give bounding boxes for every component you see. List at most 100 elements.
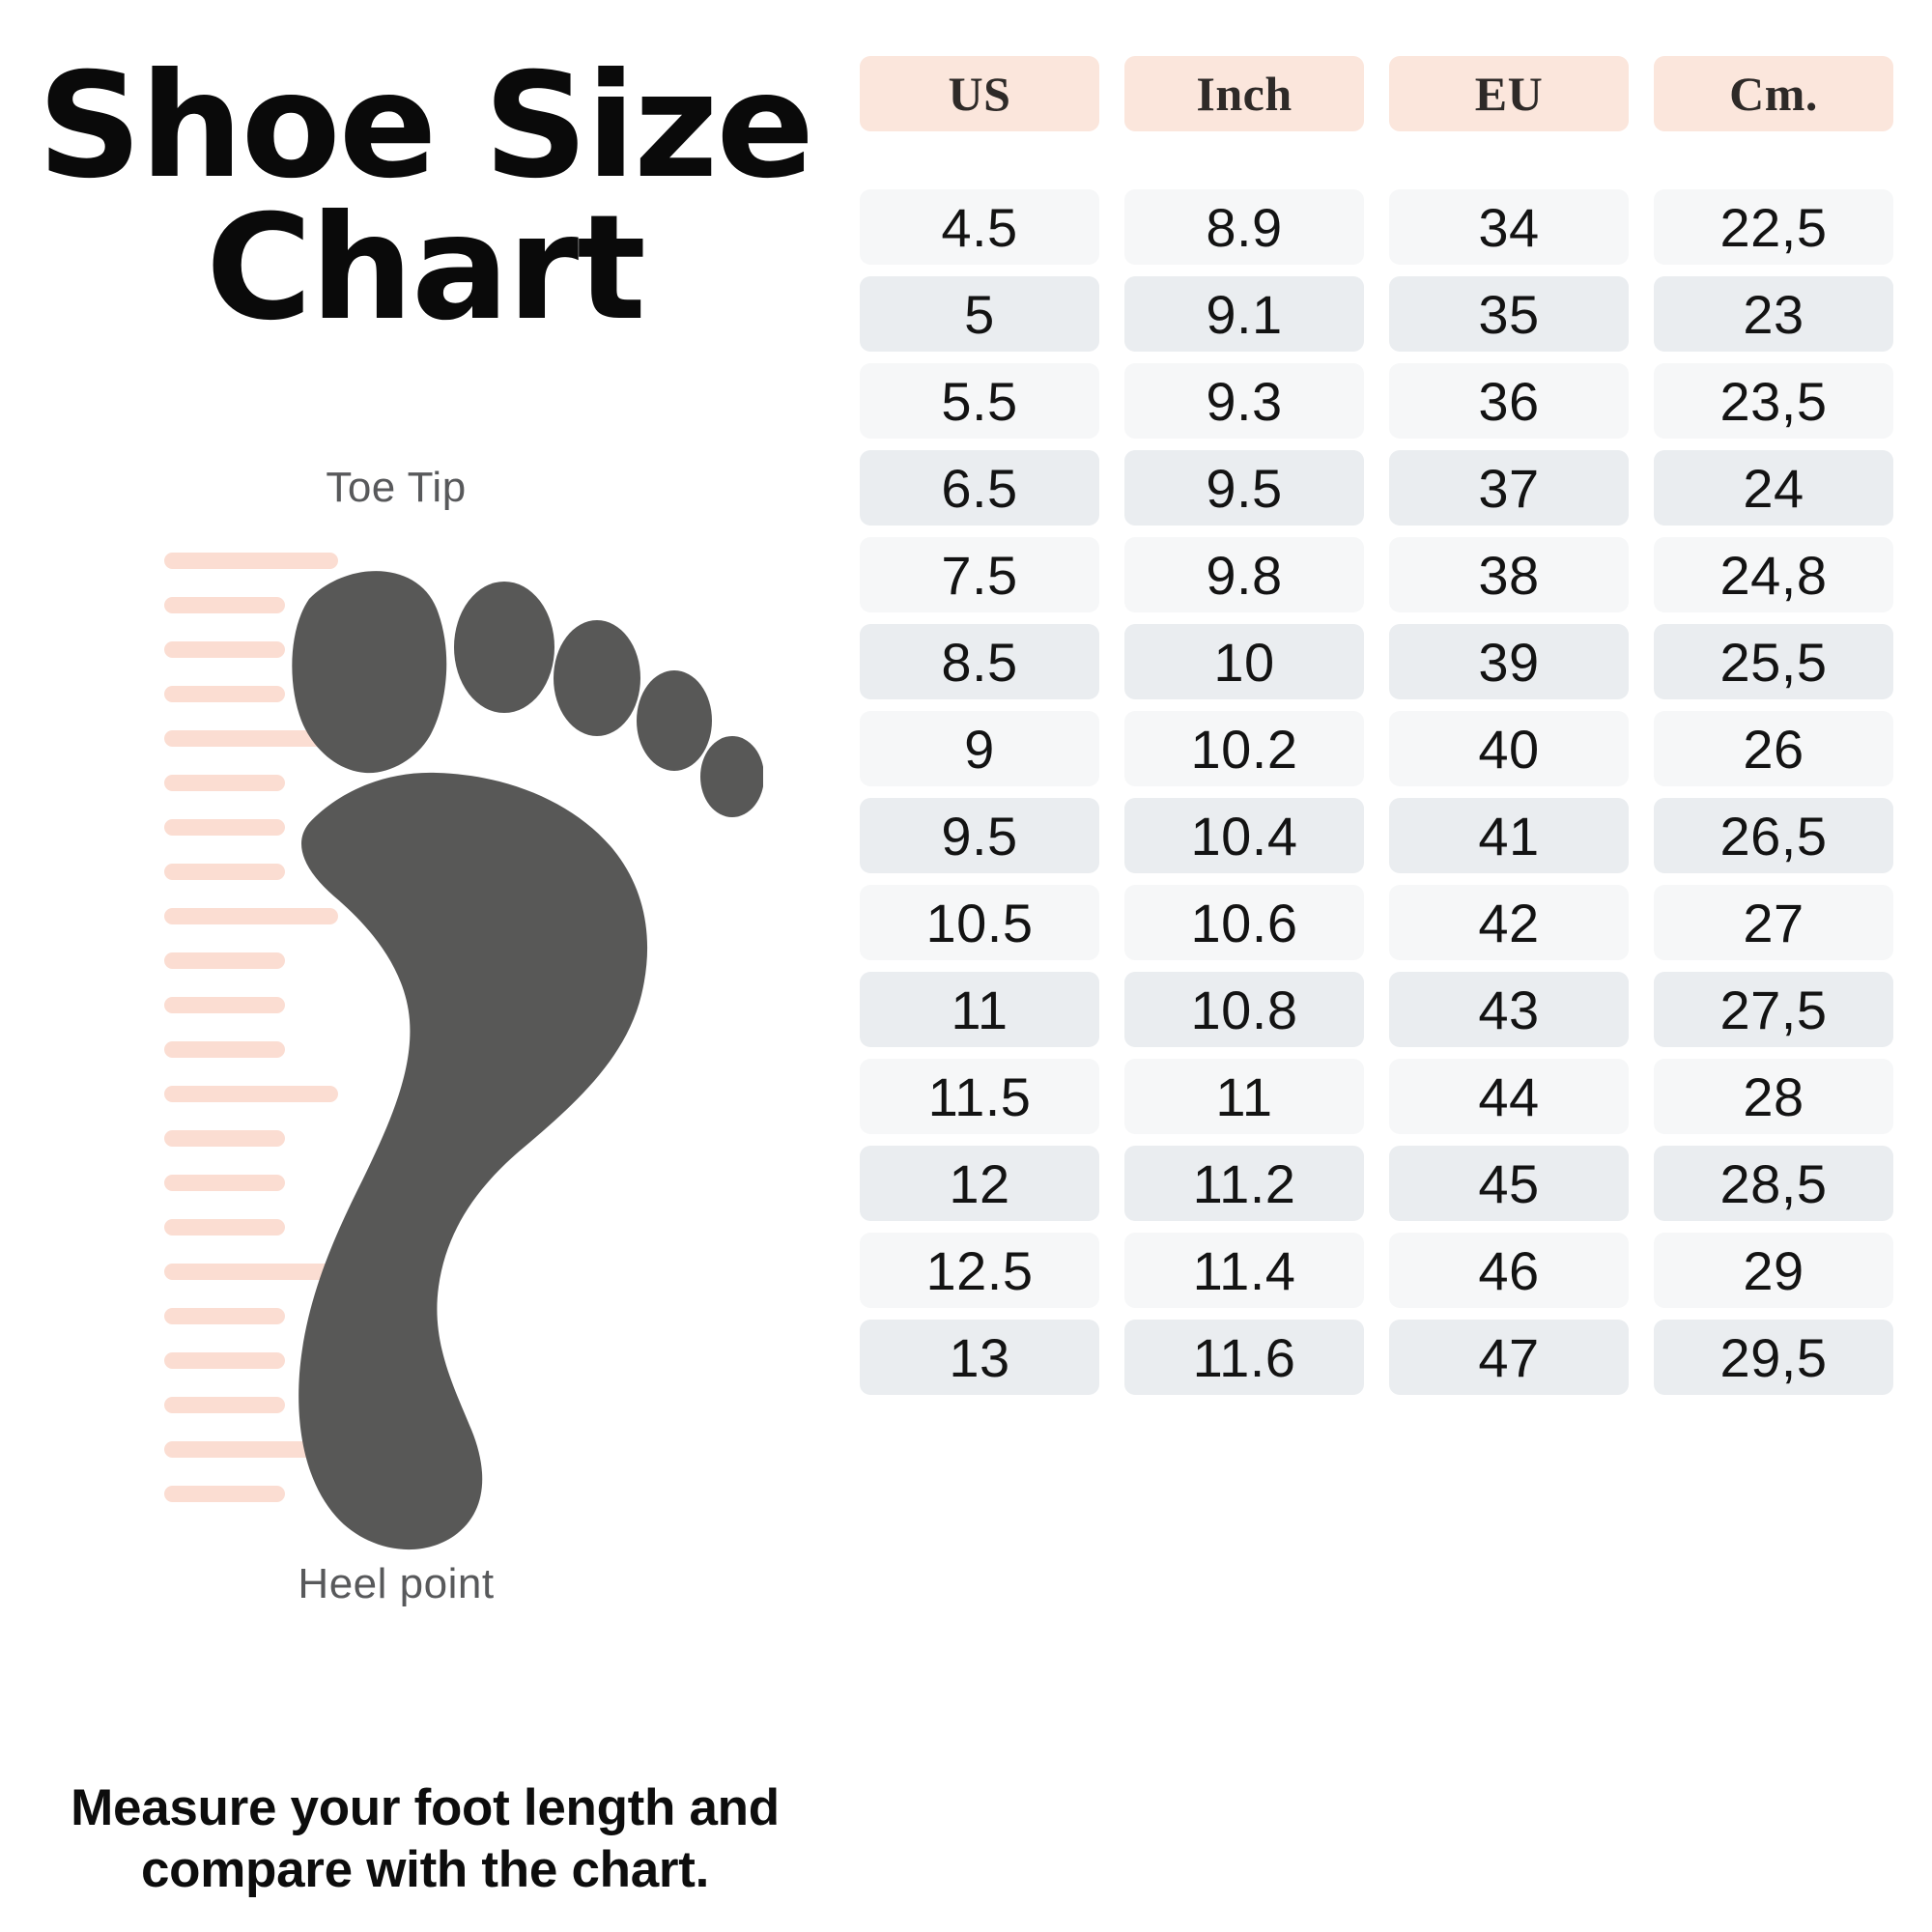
footprint-icon (292, 571, 763, 1550)
table-column-cm: Cm. 22,5 23 23,5 24 24,8 25,5 26 26,5 27 27,5 28 28,… (1654, 56, 1893, 1395)
table-cell: 12.5 (860, 1233, 1099, 1308)
table-cell: 10.2 (1124, 711, 1364, 786)
ruler-tick (164, 864, 285, 880)
size-conversion-table: US 4.5 5 5.5 6.5 7.5 8.5 9 9.5 10.5 11 11.5 12 12.5 13… (860, 56, 1893, 1395)
table-cell: 10.4 (1124, 798, 1364, 873)
table-cell: 45 (1389, 1146, 1629, 1221)
ruler-tick (164, 1486, 285, 1502)
toe-tip-label: Toe Tip (326, 464, 467, 511)
table-cell: 40 (1389, 711, 1629, 786)
table-column-inch: Inch 8.9 9.1 9.3 9.5 9.8 10 10.2 10.4 10.6 10.8 11 1… (1124, 56, 1364, 1395)
table-cell: 13 (860, 1320, 1099, 1395)
table-cell: 11.5 (860, 1059, 1099, 1134)
ruler-tick (164, 997, 285, 1013)
table-cell: 11.2 (1124, 1146, 1364, 1221)
header-spacer (860, 143, 1099, 178)
table-cell: 11.6 (1124, 1320, 1364, 1395)
page-title: Shoe Size Chart (0, 54, 850, 353)
table-cell: 5.5 (860, 363, 1099, 439)
table-cell: 11.4 (1124, 1233, 1364, 1308)
instruction-text: Measure your foot length and compare wit… (0, 1777, 850, 1900)
table-cell: 29,5 (1654, 1320, 1893, 1395)
table-cell: 26 (1654, 711, 1893, 786)
table-cell: 5 (860, 276, 1099, 352)
ruler-tick (164, 686, 285, 702)
foot-measurement-diagram: Toe Tip Heel point (58, 464, 792, 1729)
table-cell: 44 (1389, 1059, 1629, 1134)
ruler-tick (164, 1219, 285, 1236)
table-column-eu: EU 34 35 36 37 38 39 40 41 42 43 44 45 46 47 (1389, 56, 1629, 1395)
column-header-cm: Cm. (1654, 56, 1893, 131)
table-cell: 28 (1654, 1059, 1893, 1134)
column-header-eu: EU (1389, 56, 1629, 131)
table-cell: 23 (1654, 276, 1893, 352)
table-cell: 11 (1124, 1059, 1364, 1134)
table-cell: 36 (1389, 363, 1629, 439)
table-cell: 34 (1389, 189, 1629, 265)
ruler-tick (164, 1041, 285, 1058)
table-cell: 37 (1389, 450, 1629, 526)
table-cell: 8.5 (860, 624, 1099, 699)
page-title-line-1: Shoe Size (37, 43, 814, 211)
ruler-tick (164, 775, 285, 791)
table-cell: 43 (1389, 972, 1629, 1047)
table-cell: 39 (1389, 624, 1629, 699)
ruler-tick (164, 1308, 285, 1324)
table-column-us: US 4.5 5 5.5 6.5 7.5 8.5 9 9.5 10.5 11 11.5 12 12.5 13 (860, 56, 1099, 1395)
page-title-line-2: Chart (206, 185, 646, 353)
table-cell: 23,5 (1654, 363, 1893, 439)
ruler-tick (164, 1175, 285, 1191)
column-header-us: US (860, 56, 1099, 131)
table-cell: 6.5 (860, 450, 1099, 526)
table-cell: 24,8 (1654, 537, 1893, 612)
table-cell: 9 (860, 711, 1099, 786)
table-cell: 7.5 (860, 537, 1099, 612)
table-cell: 10.8 (1124, 972, 1364, 1047)
ruler-tick (164, 1130, 285, 1147)
instruction-line-2: compare with the chart. (140, 1840, 709, 1898)
heel-point-label: Heel point (298, 1560, 495, 1607)
table-cell: 24 (1654, 450, 1893, 526)
table-cell: 27 (1654, 885, 1893, 960)
ruler-tick (164, 908, 338, 924)
table-cell: 9.5 (860, 798, 1099, 873)
ruler-tick (164, 641, 285, 658)
ruler-tick (164, 1264, 338, 1280)
table-cell: 9.3 (1124, 363, 1364, 439)
header-spacer (1389, 143, 1629, 178)
table-cell: 41 (1389, 798, 1629, 873)
ruler-tick (164, 1397, 285, 1413)
table-cell: 47 (1389, 1320, 1629, 1395)
table-cell: 10 (1124, 624, 1364, 699)
ruler-tick (164, 952, 285, 969)
ruler-tick (164, 1441, 338, 1458)
ruler-scale (164, 553, 454, 1528)
table-cell: 9.8 (1124, 537, 1364, 612)
ruler-tick (164, 553, 338, 569)
table-cell: 9.5 (1124, 450, 1364, 526)
ruler-tick (164, 819, 285, 836)
table-cell: 25,5 (1654, 624, 1893, 699)
header-spacer (1124, 143, 1364, 178)
table-cell: 10.5 (860, 885, 1099, 960)
table-cell: 12 (860, 1146, 1099, 1221)
table-cell: 22,5 (1654, 189, 1893, 265)
column-header-inch: Inch (1124, 56, 1364, 131)
header-spacer (1654, 143, 1893, 178)
ruler-tick (164, 597, 285, 613)
table-cell: 38 (1389, 537, 1629, 612)
table-cell: 42 (1389, 885, 1629, 960)
table-cell: 11 (860, 972, 1099, 1047)
left-panel: Shoe Size Chart Toe Tip Heel point (0, 0, 850, 1932)
table-cell: 10.6 (1124, 885, 1364, 960)
table-cell: 8.9 (1124, 189, 1364, 265)
table-cell: 26,5 (1654, 798, 1893, 873)
table-cell: 28,5 (1654, 1146, 1893, 1221)
table-cell: 35 (1389, 276, 1629, 352)
table-cell: 4.5 (860, 189, 1099, 265)
ruler-tick (164, 1352, 285, 1369)
table-cell: 9.1 (1124, 276, 1364, 352)
ruler-tick (164, 730, 338, 747)
table-cell: 29 (1654, 1233, 1893, 1308)
